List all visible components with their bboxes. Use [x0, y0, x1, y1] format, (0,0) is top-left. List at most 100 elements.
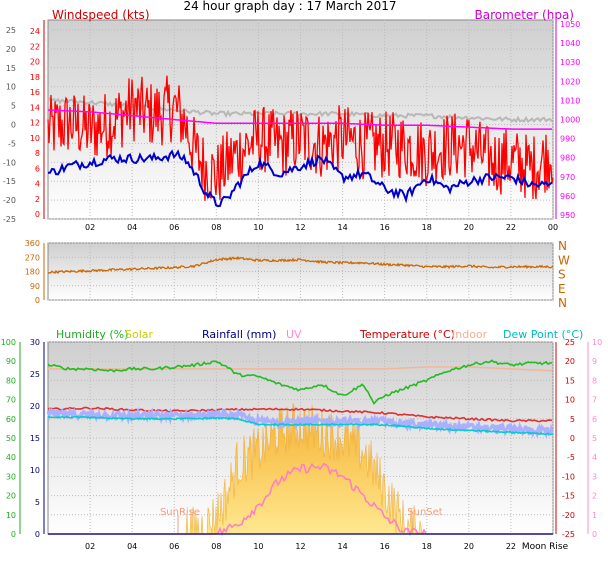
- wind-tick-label: 8: [35, 149, 40, 158]
- humidity-tick-label: 50: [6, 434, 16, 443]
- humidity-tick-label: 90: [6, 357, 16, 366]
- rain-axis-left: 30 25 20 15 10 5 0: [30, 338, 45, 539]
- x-tick-label: 06: [169, 542, 179, 551]
- x-tick-label: 14: [337, 542, 347, 551]
- compass-label: N: [558, 239, 567, 253]
- wdir-tick-label: 0: [35, 296, 40, 305]
- wind-tick-label: 16: [30, 88, 40, 97]
- x-tick-label: 20: [464, 542, 474, 551]
- uv-tick-label: 10: [592, 338, 602, 347]
- x-tick-label: 16: [380, 542, 390, 551]
- x-tick-label: 04: [127, 223, 137, 232]
- uv-tick-label: 8: [592, 376, 597, 385]
- legend-dewpoint: Dew Point (°C): [503, 328, 583, 341]
- compass-label: S: [558, 268, 566, 282]
- humidity-tick-label: 20: [6, 492, 16, 501]
- barometer-axis-label: Barometer (hpa): [475, 8, 574, 22]
- humidity-tick-label: 80: [6, 376, 16, 385]
- uv-tick-label: 5: [592, 434, 597, 443]
- wind-tick-label: 14: [30, 103, 40, 112]
- x-tick-label: 02: [85, 542, 95, 551]
- wdir-tick-label: 360: [25, 239, 40, 248]
- humidity-panel-x-axis: 02 04 06 08 10 12 14 16 18 20 22: [85, 542, 516, 551]
- rain-tick-label: 20: [30, 402, 40, 411]
- temp-tick-label: 10: [6, 83, 16, 92]
- temp-axis-left: 25 20 15 10 5 0 -5 -10 -15 -20 -25: [3, 26, 16, 224]
- legend-indoor: Indoor: [452, 328, 488, 341]
- x-tick-label: 14: [337, 223, 347, 232]
- compass-label: W: [558, 253, 570, 267]
- temp-tick-label: 5: [570, 415, 575, 424]
- baro-tick-label: 950: [560, 211, 575, 220]
- legend-solar: Solar: [125, 328, 154, 341]
- uv-tick-label: 7: [592, 396, 597, 405]
- x-tick-label: 10: [253, 223, 263, 232]
- legend-rainfall: Rainfall (mm): [202, 328, 276, 341]
- wind-tick-label: 18: [30, 73, 40, 82]
- sunrise-label: SunRise: [160, 507, 200, 518]
- rain-tick-label: 25: [30, 370, 40, 379]
- wind-tick-label: 6: [35, 164, 40, 173]
- baro-axis-right: 1050 1040 1030 1020 1010 1000 990 980 970 960 950: [555, 20, 580, 220]
- temp-tick-label: -5: [567, 453, 575, 462]
- wind-tick-label: 24: [30, 27, 40, 36]
- baro-tick-label: 1010: [560, 96, 580, 105]
- wind-direction-line: [47, 255, 554, 274]
- baro-tick-label: 1040: [560, 39, 580, 48]
- wind-tick-label: 0: [35, 210, 40, 219]
- temp-tick-label: 10: [565, 396, 575, 405]
- x-tick-label: 22: [506, 542, 516, 551]
- rain-tick-label: 0: [35, 530, 40, 539]
- x-tick-label: 12: [295, 542, 305, 551]
- uv-tick-label: 2: [592, 492, 597, 501]
- wdir-axis-left: 360 270 180 90 0: [25, 239, 45, 305]
- humidity-tick-label: 30: [6, 472, 16, 481]
- baro-tick-label: 980: [560, 154, 575, 163]
- baro-tick-label: 1020: [560, 77, 580, 86]
- x-tick-label: 02: [85, 223, 95, 232]
- windspeed-axis-label: Windspeed (kts): [52, 8, 150, 22]
- baro-tick-label: 990: [560, 135, 575, 144]
- legend-uv: UV: [286, 328, 302, 341]
- uv-tick-label: 4: [592, 453, 597, 462]
- windspeed-line: [47, 75, 554, 201]
- wind-tick-label: 10: [30, 134, 40, 143]
- sunset-label: SunSet: [407, 507, 443, 518]
- temp-tick-label: -20: [3, 196, 16, 205]
- temp-tick-label: -25: [562, 530, 575, 539]
- rain-tick-label: 30: [30, 338, 40, 347]
- x-tick-label: 08: [211, 542, 221, 551]
- wdir-panel-grid: [48, 242, 554, 301]
- humidity-tick-label: 60: [6, 415, 16, 424]
- wind-tick-label: 4: [35, 180, 40, 189]
- x-tick-label: 12: [295, 223, 305, 232]
- wind-tick-label: 22: [30, 42, 40, 51]
- baro-tick-label: 970: [560, 173, 575, 182]
- temp-tick-label: -20: [562, 511, 575, 520]
- temp-tick-label: 25: [6, 26, 16, 35]
- temp-tick-label: -25: [3, 215, 16, 224]
- x-tick-label: 18: [422, 223, 432, 232]
- temp-tick-label: 15: [565, 376, 575, 385]
- page-title: 24 hour graph day : 17 March 2017: [183, 0, 396, 13]
- compass-label: E: [558, 282, 566, 296]
- uv-tick-label: 9: [592, 357, 597, 366]
- wind-tick-label: 12: [30, 119, 40, 128]
- moonrise-label: Moon Rise: [522, 542, 569, 552]
- x-tick-label: 22: [506, 223, 516, 232]
- uv-tick-label: 6: [592, 415, 597, 424]
- humidity-tick-label: 10: [6, 511, 16, 520]
- wind-tick-label: 2: [35, 195, 40, 204]
- compass-label: N: [558, 296, 567, 310]
- rain-tick-label: 15: [30, 434, 40, 443]
- temperature-axis-right: 25 20 15 10 5 0 -5 -10 -15 -20 -25: [555, 338, 575, 539]
- x-tick-label: 18: [422, 542, 432, 551]
- wind-tick-label: 20: [30, 58, 40, 67]
